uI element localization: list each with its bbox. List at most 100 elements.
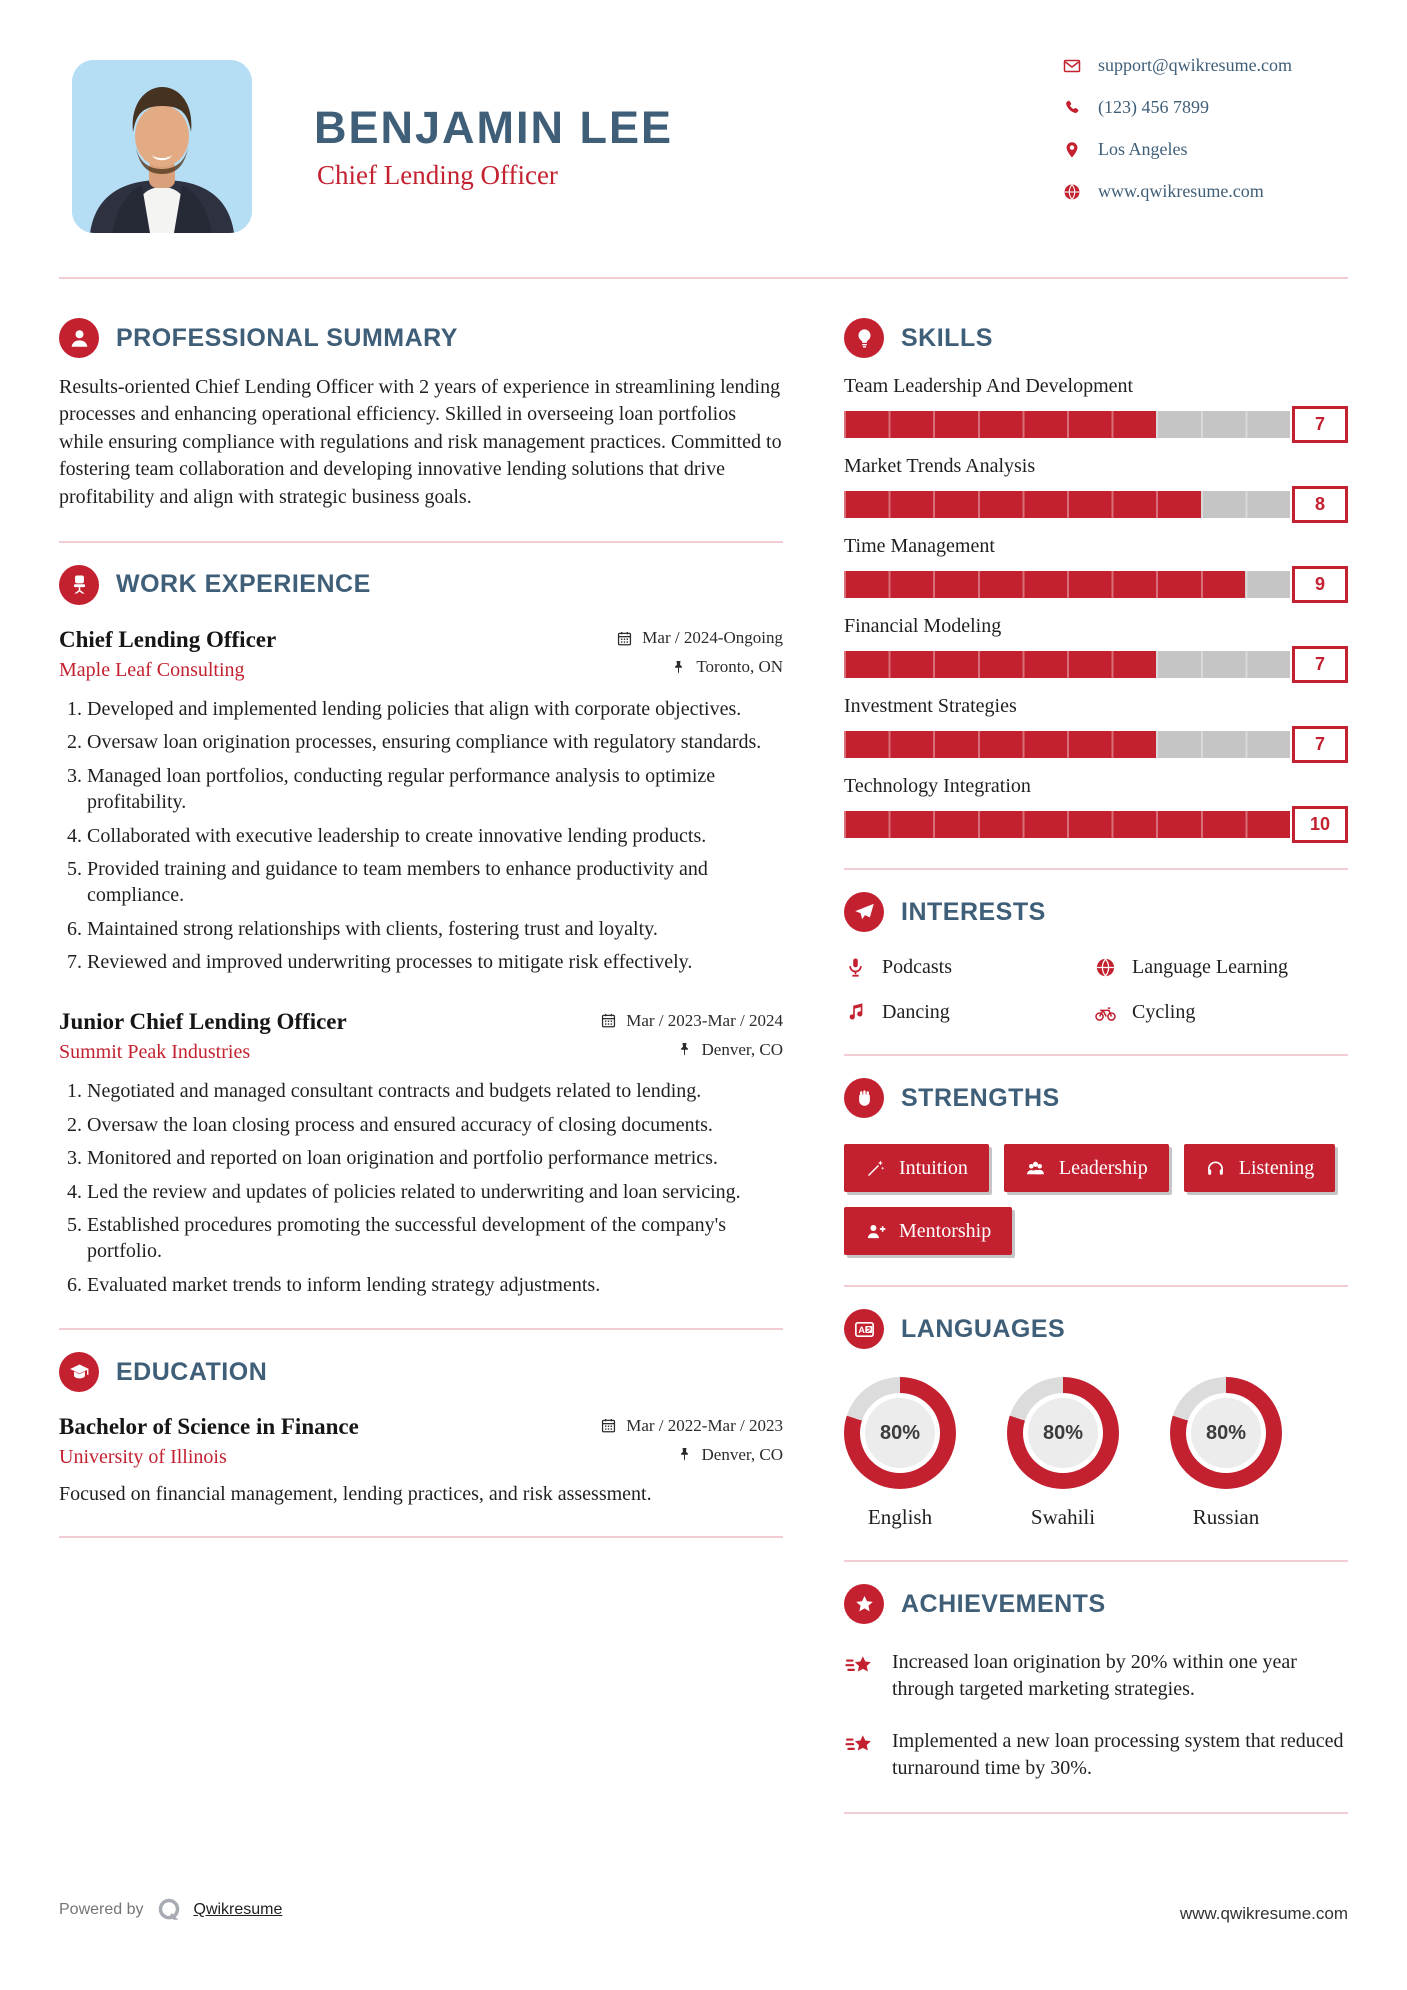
right-column: SKILLS Team Leadership And Development 7 M… xyxy=(844,296,1348,1814)
translate-icon: A xyxy=(844,1309,884,1349)
job-entry: Chief Lending Officer Mar / 2024-Ongoing M… xyxy=(59,627,783,976)
job-header-row: Chief Lending Officer Mar / 2024-Ongoing xyxy=(59,627,783,653)
left-column: PROFESSIONAL SUMMARY Results-oriented Ch… xyxy=(59,296,783,1814)
section-divider xyxy=(844,1812,1348,1814)
skill-bar-track xyxy=(844,731,1290,758)
skill-bar-fill xyxy=(844,731,1157,758)
interests-section-heading: INTERESTS xyxy=(844,892,1348,932)
globe-icon xyxy=(1062,182,1082,202)
interest-item: Cycling xyxy=(1094,1001,1348,1024)
job-date-text: Mar / 2023-Mar / 2024 xyxy=(626,1010,783,1030)
graduation-icon xyxy=(59,1352,99,1393)
job-duty-item: Negotiated and managed consultant contra… xyxy=(87,1078,783,1104)
powered-by-label: Powered by xyxy=(59,1901,144,1918)
paper-plane-icon xyxy=(844,892,884,932)
language-donut: 80% xyxy=(1170,1377,1282,1489)
skill-list: Team Leadership And Development 7 Market T… xyxy=(844,375,1348,843)
skill-name: Market Trends Analysis xyxy=(844,455,1036,477)
skill-bar-track xyxy=(844,811,1290,838)
job-title: Junior Chief Lending Officer xyxy=(59,1009,347,1035)
skill-item: Investment Strategies 7 xyxy=(844,695,1348,763)
pin-icon xyxy=(676,1041,693,1058)
email-icon xyxy=(1062,56,1082,76)
contact-row: support@qwikresume.com xyxy=(1062,55,1352,76)
wand-icon xyxy=(865,1158,886,1179)
footer-site-link[interactable]: www.qwikresume.com xyxy=(1179,1904,1348,1923)
achievement-text: Implemented a new loan processing system… xyxy=(892,1730,1344,1779)
calendar-icon xyxy=(600,1012,617,1029)
skill-name: Team Leadership And Development xyxy=(844,375,1134,397)
language-name: Swahili xyxy=(1030,1505,1096,1529)
interest-item: Language Learning xyxy=(1094,956,1348,979)
job-header-row: Junior Chief Lending Officer Mar / 2023-M… xyxy=(59,1009,783,1035)
education-note: Focused on financial management, lending… xyxy=(59,1483,652,1506)
summary-section-heading: PROFESSIONAL SUMMARY xyxy=(59,318,783,358)
skill-bar: 7 xyxy=(844,726,1348,763)
achievements-section-heading: ACHIEVEMENTS xyxy=(844,1584,1348,1624)
calendar-icon xyxy=(616,630,633,647)
strength-label: Mentorship xyxy=(899,1219,992,1242)
skill-bar: 9 xyxy=(844,566,1348,603)
location-icon xyxy=(1062,140,1082,160)
section-divider xyxy=(59,540,783,543)
job-entry: Junior Chief Lending Officer Mar / 2023-M… xyxy=(59,1009,783,1298)
section-divider xyxy=(59,1328,783,1331)
job-list: Chief Lending Officer Mar / 2024-Ongoing M… xyxy=(59,627,783,1298)
skill-bar: 10 xyxy=(844,806,1348,843)
job-duty-item: Collaborated with executive leadership t… xyxy=(87,823,783,849)
job-location: Toronto, ON xyxy=(670,657,783,677)
skill-item: Market Trends Analysis 8 xyxy=(844,455,1348,523)
skill-bar-fill xyxy=(844,811,1290,838)
job-duty-item: Managed loan portfolios, conducting regu… xyxy=(87,763,783,816)
strength-chip: Listening xyxy=(1183,1144,1336,1192)
job-duties: Developed and implemented lending polici… xyxy=(59,696,783,976)
skill-name: Time Management xyxy=(844,535,995,557)
interest-item: Podcasts xyxy=(844,956,1094,979)
job-duty-item: Provided training and guidance to team m… xyxy=(87,856,783,909)
job-location-text: Toronto, ON xyxy=(696,657,783,677)
strength-chip: Leadership xyxy=(1003,1144,1169,1192)
skill-bar-fill xyxy=(844,491,1201,518)
candidate-title: Chief Lending Officer xyxy=(317,160,558,190)
education-title: EDUCATION xyxy=(116,1357,268,1386)
language-percent: 80% xyxy=(1191,1398,1261,1468)
summary-text: Results-oriented Chief Lending Officer w… xyxy=(59,376,782,508)
contact-text[interactable]: www.qwikresume.com xyxy=(1098,181,1264,201)
brand-link[interactable]: Qwikresume xyxy=(193,1901,283,1918)
skill-bar-fill xyxy=(844,651,1157,678)
language-item: 80% Russian xyxy=(1170,1377,1282,1530)
skill-score-badge: 10 xyxy=(1292,806,1348,843)
strength-chip: Intuition xyxy=(844,1144,989,1192)
degree-name: Bachelor of Science in Finance xyxy=(59,1414,359,1440)
strength-chip: Mentorship xyxy=(844,1207,1013,1255)
contact-text[interactable]: Los Angeles xyxy=(1098,139,1188,159)
achievements-title: ACHIEVEMENTS xyxy=(901,1589,1106,1618)
section-divider xyxy=(59,1536,783,1539)
language-item: 80% English xyxy=(844,1377,956,1530)
skill-score-badge: 9 xyxy=(1292,566,1348,603)
skill-item: Team Leadership And Development 7 xyxy=(844,375,1348,443)
interest-label: Language Learning xyxy=(1132,956,1289,978)
section-divider xyxy=(844,1285,1348,1287)
skill-bar-track xyxy=(844,571,1290,598)
job-subheader-row: Maple Leaf Consulting Toronto, ON xyxy=(59,653,783,682)
job-duty-item: Evaluated market trends to inform lendin… xyxy=(87,1272,783,1298)
language-name: English xyxy=(867,1505,933,1529)
contact-row: Los Angeles xyxy=(1062,139,1352,160)
skill-bar-track xyxy=(844,411,1290,438)
section-divider xyxy=(844,1054,1348,1056)
contact-row: www.qwikresume.com xyxy=(1062,181,1352,202)
summary-title: PROFESSIONAL SUMMARY xyxy=(116,323,458,352)
skill-bar-fill xyxy=(844,411,1157,438)
job-duty-item: Monitored and reported on loan originati… xyxy=(87,1145,783,1171)
interest-label: Cycling xyxy=(1132,1001,1196,1023)
contact-text[interactable]: support@qwikresume.com xyxy=(1098,55,1293,75)
skill-score-badge: 7 xyxy=(1292,646,1348,683)
job-title: Chief Lending Officer xyxy=(59,626,277,652)
contact-text[interactable]: (123) 456 7899 xyxy=(1098,97,1209,117)
languages-title: LANGUAGES xyxy=(901,1314,1066,1343)
strength-label: Leadership xyxy=(1058,1156,1148,1179)
person-plus-icon xyxy=(865,1221,886,1242)
bicycle-icon xyxy=(1094,1001,1117,1024)
school-name: University of Illinois xyxy=(59,1446,227,1469)
